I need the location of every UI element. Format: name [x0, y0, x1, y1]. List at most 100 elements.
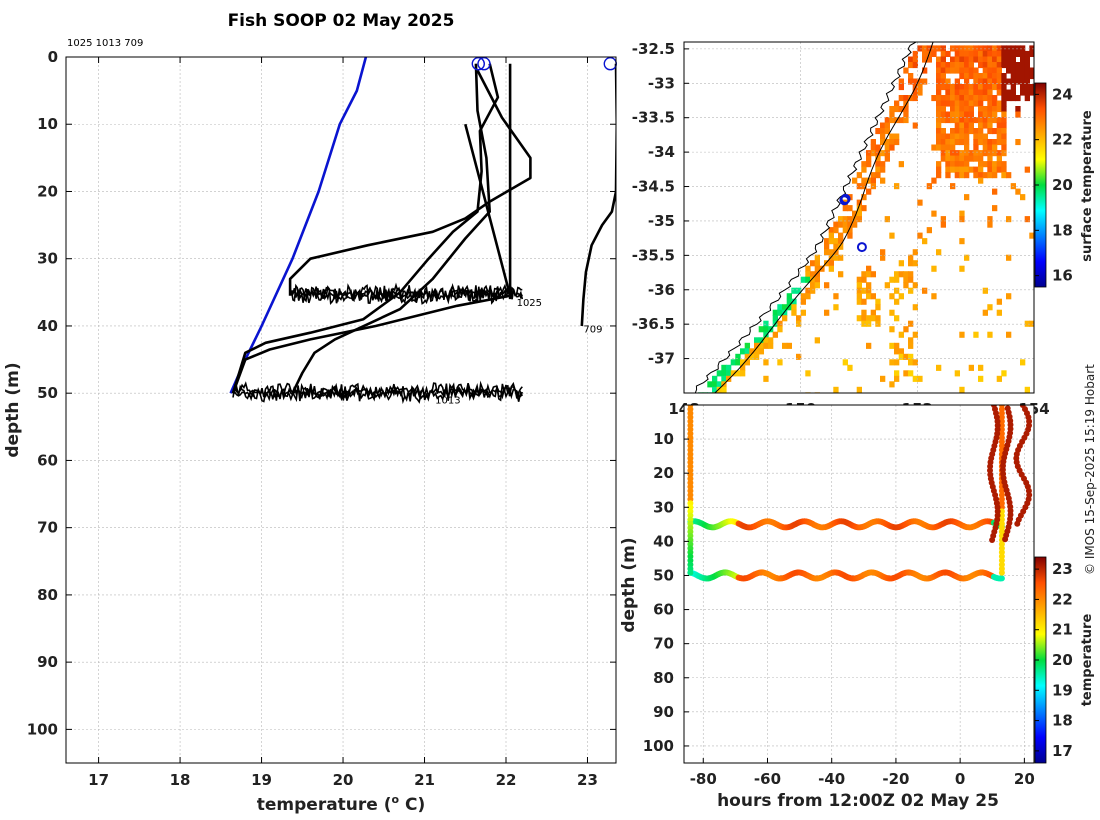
timeseries-profile-point: [998, 516, 1005, 523]
sst-cell: [875, 320, 881, 327]
sst-cell: [936, 133, 942, 140]
sst-cell: [959, 67, 965, 74]
sst-cell: [968, 128, 974, 135]
sst-cell: [1029, 232, 1034, 239]
sst-cell: [978, 89, 984, 96]
sst-cell: [833, 227, 839, 234]
sst-cell: [866, 282, 872, 289]
sst-cell: [959, 100, 965, 107]
sst-cell: [908, 78, 914, 85]
sst-cell: [982, 95, 988, 102]
sst-cell: [782, 309, 788, 316]
sst-cell: [870, 271, 876, 278]
timeseries-y-axis-label: depth (m): [619, 537, 639, 632]
sst-cell: [1010, 62, 1016, 69]
timeseries-y-tick-label: 20: [653, 464, 674, 482]
sst-cell: [805, 271, 811, 278]
sst-cell: [959, 210, 965, 217]
sst-cell: [894, 287, 900, 294]
sst-cell: [982, 309, 988, 316]
sst-cell: [973, 139, 979, 146]
sst-cell: [954, 139, 960, 146]
sst-cell: [1024, 78, 1030, 85]
sst-cell: [889, 326, 895, 333]
sst-cell: [908, 276, 914, 283]
sst-cell: [940, 216, 946, 223]
sst-cell: [964, 45, 970, 52]
timeseries-profile-point: [998, 545, 1005, 552]
sst-cell: [805, 276, 811, 283]
sst-cell: [866, 150, 872, 157]
sst-cell: [917, 89, 923, 96]
sst-cell: [1006, 95, 1012, 102]
sst-cell: [912, 375, 918, 382]
sst-cell: [964, 194, 970, 201]
profile-id-label: 709: [583, 325, 602, 336]
sst-cell: [833, 238, 839, 245]
sst-cell: [917, 232, 923, 239]
timeseries-profile-point: [687, 508, 694, 515]
sst-cell: [968, 50, 974, 57]
sst-cell: [1020, 84, 1026, 91]
sst-cell: [1001, 95, 1007, 102]
sst-cell: [968, 122, 974, 129]
profile-x-tick-label: 23: [577, 771, 598, 789]
sst-cell: [950, 139, 956, 146]
sst-cell: [903, 276, 909, 283]
sst-cell: [1010, 56, 1016, 63]
sst-cell: [992, 139, 998, 146]
sst-cell: [833, 221, 839, 228]
sst-cell: [828, 260, 834, 267]
sst-cell: [954, 166, 960, 173]
sst-cell: [1006, 50, 1012, 57]
sst-cell: [959, 265, 965, 272]
sst-cell: [880, 133, 886, 140]
sst-cell: [866, 265, 872, 272]
sst-cell: [992, 56, 998, 63]
sst-cell: [810, 260, 816, 267]
sst-cell: [954, 78, 960, 85]
sst-cell: [861, 166, 867, 173]
sst-cell: [763, 359, 769, 366]
sst-cell: [992, 188, 998, 195]
sst-cell: [908, 254, 914, 261]
sst-cell: [870, 139, 876, 146]
timeseries-profile-point: [687, 438, 694, 445]
profile-y-tick-label: 60: [37, 451, 58, 469]
sst-cell: [800, 293, 806, 300]
sst-cell: [987, 122, 993, 129]
sst-cell: [884, 128, 890, 135]
timeseries-warm-point: [989, 537, 996, 543]
sst-cell: [940, 111, 946, 118]
sst-cell: [912, 282, 918, 289]
sst-cell: [800, 276, 806, 283]
sst-cell: [959, 139, 965, 146]
sst-cell: [875, 128, 881, 135]
sst-cell: [786, 293, 792, 300]
timeseries-profile-point: [998, 492, 1005, 498]
sst-cell: [992, 111, 998, 118]
map-lat-tick-label: -35: [648, 212, 675, 230]
sst-cell: [833, 386, 839, 393]
sst-cell: [1010, 78, 1016, 85]
timeseries-profile-point: [998, 430, 1005, 437]
sst-cell: [968, 155, 974, 162]
sst-cell: [866, 315, 872, 322]
sst-cell: [856, 210, 862, 217]
sst-cell: [735, 353, 741, 360]
sst-cell: [936, 364, 942, 371]
sst-cell: [707, 381, 713, 388]
profile-band-trace: [289, 282, 524, 306]
sst-cell: [912, 359, 918, 366]
sst-cell: [819, 265, 825, 272]
sst-cell: [810, 276, 816, 283]
profile-id-label: 1025: [517, 298, 542, 309]
sst-cell: [996, 89, 1002, 96]
sst-cell: [814, 282, 820, 289]
sst-cell: [898, 78, 904, 85]
sst-cell: [982, 56, 988, 63]
sst-cell: [982, 133, 988, 140]
sst-cell: [880, 375, 886, 382]
timeseries-profile-point: [998, 406, 1005, 413]
sst-cell: [777, 309, 783, 316]
